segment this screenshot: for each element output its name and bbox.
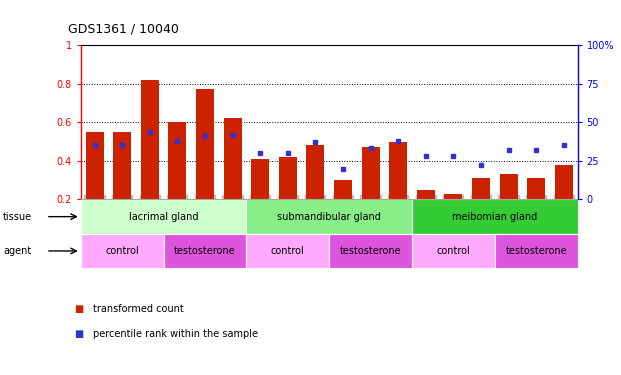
Bar xyxy=(555,165,573,200)
Text: testosterone: testosterone xyxy=(340,246,401,256)
Bar xyxy=(247,200,412,234)
Text: GDS1361 / 10040: GDS1361 / 10040 xyxy=(68,22,179,36)
Text: lacrimal gland: lacrimal gland xyxy=(129,211,198,222)
Text: agent: agent xyxy=(3,246,31,256)
Text: control: control xyxy=(105,246,139,256)
Bar xyxy=(472,178,490,200)
Bar xyxy=(279,157,297,200)
Bar xyxy=(251,159,269,200)
Bar xyxy=(412,234,495,268)
Bar xyxy=(113,132,131,200)
Bar xyxy=(412,200,578,234)
Text: control: control xyxy=(437,246,470,256)
Bar xyxy=(163,234,247,268)
Text: testosterone: testosterone xyxy=(505,246,567,256)
Bar xyxy=(361,147,379,200)
Text: meibomian gland: meibomian gland xyxy=(452,211,537,222)
Bar xyxy=(81,234,163,268)
Text: percentile rank within the sample: percentile rank within the sample xyxy=(93,329,258,339)
Bar xyxy=(81,200,247,234)
Bar xyxy=(141,80,159,200)
Text: ■: ■ xyxy=(75,329,84,339)
Text: transformed count: transformed count xyxy=(93,304,184,314)
Bar xyxy=(196,89,214,200)
Bar xyxy=(495,234,578,268)
Bar xyxy=(417,190,435,200)
Bar xyxy=(168,122,186,200)
Bar xyxy=(86,132,104,200)
Text: testosterone: testosterone xyxy=(174,246,236,256)
Bar xyxy=(499,174,517,200)
Bar xyxy=(445,194,462,200)
Bar xyxy=(334,180,352,200)
Bar xyxy=(306,146,324,200)
Text: submandibular gland: submandibular gland xyxy=(277,211,381,222)
Bar xyxy=(329,234,412,268)
Bar xyxy=(224,118,242,200)
Text: tissue: tissue xyxy=(3,211,32,222)
Text: control: control xyxy=(271,246,305,256)
Text: ■: ■ xyxy=(75,304,84,314)
Bar xyxy=(389,141,407,200)
Bar xyxy=(527,178,545,200)
Bar xyxy=(247,234,329,268)
